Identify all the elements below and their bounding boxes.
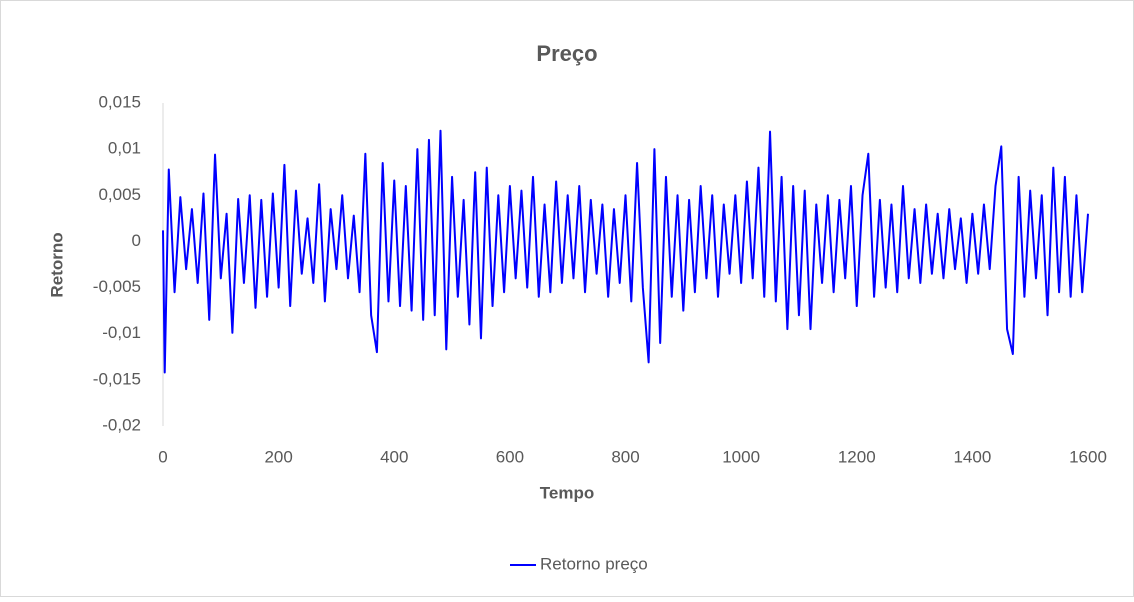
- y-tick-label: -0,015: [93, 369, 141, 388]
- x-tick-label: 1200: [838, 447, 876, 466]
- x-tick-label: 0: [158, 447, 167, 466]
- y-tick-label: 0,01: [108, 139, 141, 158]
- chart-title: Preço: [536, 41, 597, 66]
- y-tick-label: -0,005: [93, 277, 141, 296]
- x-axis-title: Tempo: [540, 483, 594, 502]
- x-tick-label: 200: [264, 447, 292, 466]
- y-tick-label: -0,01: [102, 323, 141, 342]
- data-line: [162, 129, 1089, 374]
- x-tick-label: 1000: [722, 447, 760, 466]
- x-tick-label: 1600: [1069, 447, 1107, 466]
- y-tick-label: -0,02: [102, 415, 141, 434]
- y-tick-label: 0,005: [98, 185, 141, 204]
- y-tick-label: 0: [132, 231, 141, 250]
- x-tick-label: 400: [380, 447, 408, 466]
- x-tick-label: 800: [611, 447, 639, 466]
- x-tick-label: 1400: [953, 447, 991, 466]
- legend-label: Retorno preço: [540, 554, 648, 573]
- y-axis-title: Retorno: [47, 232, 66, 297]
- y-tick-label: 0,015: [98, 92, 141, 111]
- x-tick-label: 600: [496, 447, 524, 466]
